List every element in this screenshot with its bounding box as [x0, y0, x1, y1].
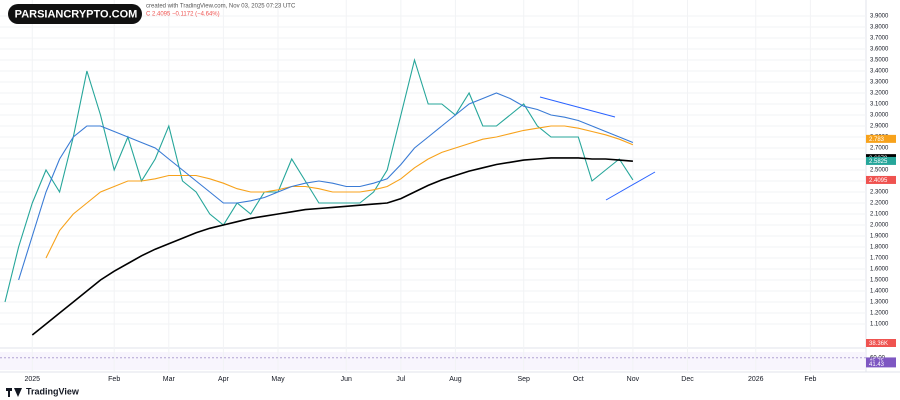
y-tick-label: 3.3000 — [870, 80, 889, 86]
series-line — [18, 92, 634, 281]
y-tick-label: 1.3000 — [870, 300, 889, 306]
x-tick-label: Dec — [681, 376, 694, 383]
rsi-tag-label: 41.43 — [869, 362, 885, 368]
x-tick-label: Jun — [341, 376, 352, 383]
x-tick-label: Feb — [804, 376, 816, 383]
x-tick-label: Nov — [627, 376, 640, 383]
series-line — [4, 57, 634, 303]
watermark-badge — [8, 4, 142, 24]
y-tick-label: 2.5000 — [870, 168, 889, 174]
x-tick-label: May — [271, 376, 285, 383]
header: created with TradingView.com, Nov 03, 20… — [146, 4, 296, 10]
x-tick-label: 2025 — [25, 376, 41, 383]
price-tag — [866, 134, 896, 143]
y-tick-label: 2.2000 — [870, 201, 889, 207]
x-tick-label: 2026 — [748, 376, 764, 383]
y-tick-label: 3.4000 — [870, 69, 889, 75]
y-tick-label: 3.6000 — [870, 47, 889, 53]
y-tick-label: 1.6000 — [870, 267, 889, 273]
x-tick-label: Aug — [449, 376, 462, 383]
price-tag-label: 2.5825 — [869, 159, 888, 165]
price-tag-label: 2.783 — [869, 137, 885, 143]
x-tick-label: Mar — [163, 376, 176, 383]
y-tick-label: 1.2000 — [870, 311, 889, 317]
y-tick-label: 2.3000 — [870, 190, 889, 196]
rsi-tag — [866, 360, 896, 368]
series-line — [31, 157, 633, 336]
y-tick-label: 1.4000 — [870, 289, 889, 295]
price-tag — [866, 175, 896, 184]
price-tag — [866, 156, 896, 165]
rsi-band — [0, 352, 866, 370]
y-tick-label: 2.1000 — [870, 212, 889, 218]
y-tick-label: 3.7000 — [870, 36, 889, 42]
y-tick-label: 3.1000 — [870, 102, 889, 108]
trendline — [539, 96, 616, 118]
x-tick-label: Apr — [218, 376, 230, 383]
y-tick-label: 2.9000 — [870, 124, 889, 130]
price-tag-label: 2.4095 — [869, 178, 888, 184]
x-tick-label: Sep — [517, 376, 530, 383]
trendline — [605, 171, 656, 201]
tv-logo — [6, 388, 22, 397]
y-tick-label: 1.8000 — [870, 245, 889, 251]
ohlc: C 2.4095 −0.1172 (−4.64%) — [146, 12, 220, 18]
y-tick-label: 2.0000 — [870, 223, 889, 229]
y-tick-label: 1.1000 — [870, 322, 889, 328]
y-tick-label: 1.5000 — [870, 278, 889, 284]
y-tick-label: 3.0000 — [870, 113, 889, 119]
y-tick-label: 3.8000 — [870, 25, 889, 31]
watermark: PARSIANCRYPTO.COM — [15, 8, 138, 20]
x-tick-label: Oct — [573, 376, 584, 383]
y-tick-label: 3.9000 — [870, 14, 889, 20]
footer: TradingView — [26, 386, 80, 396]
y-tick-label: 2.7000 — [870, 146, 889, 152]
y-tick-label: 3.2000 — [870, 91, 889, 97]
y-tick-label: 3.5000 — [870, 58, 889, 64]
y-tick-label: 1.7000 — [870, 256, 889, 262]
y-tick-label: 1.9000 — [870, 234, 889, 240]
x-tick-label: Jul — [396, 376, 405, 383]
volume-label: 38.36K — [869, 341, 888, 347]
series-line — [45, 125, 634, 259]
x-tick-label: Feb — [108, 376, 120, 383]
volume-tag — [866, 339, 896, 347]
